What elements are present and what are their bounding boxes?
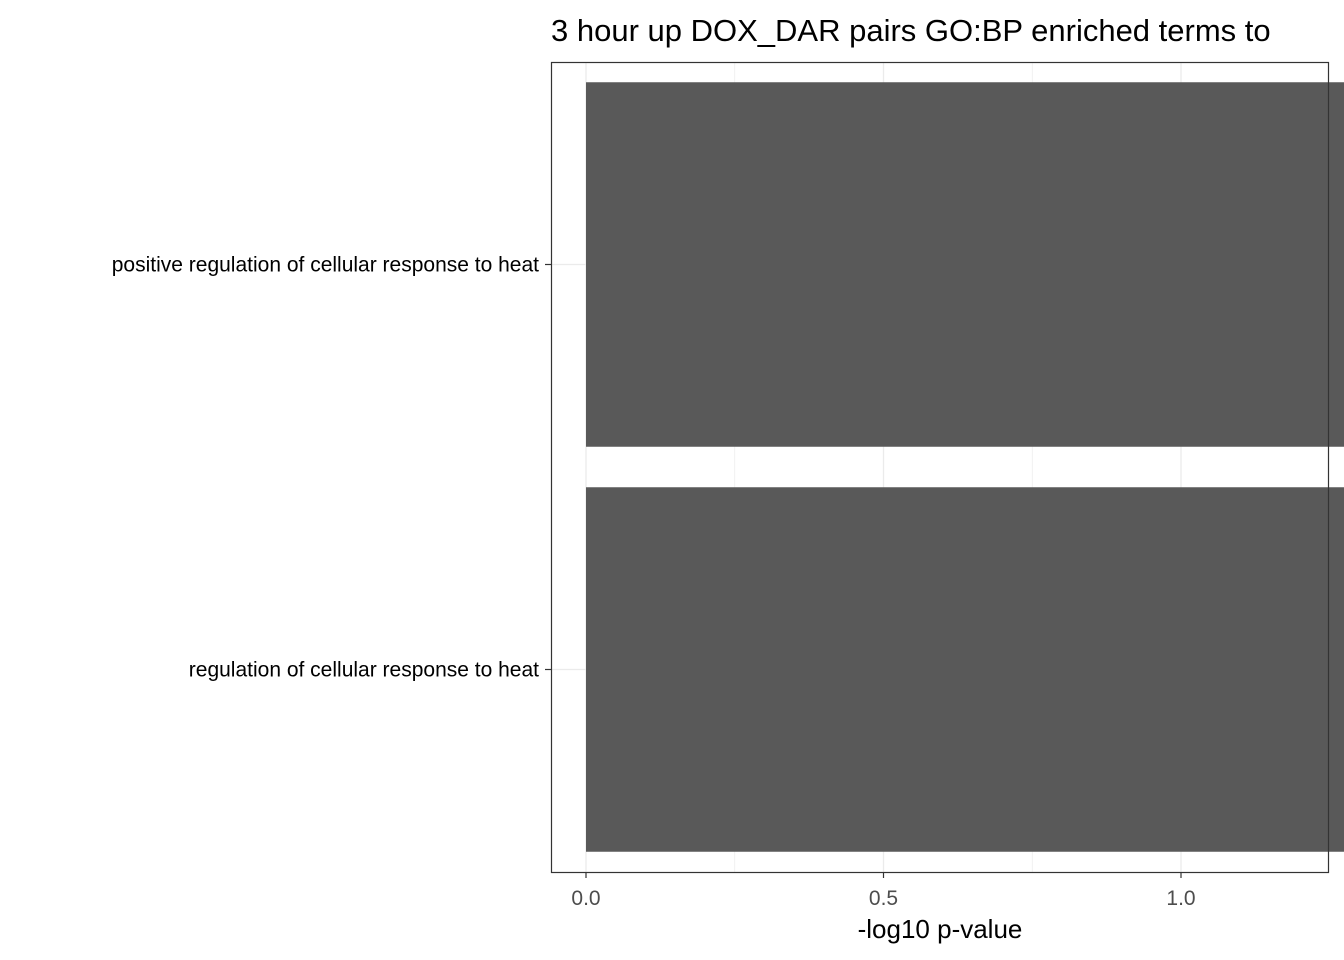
panel-border [550, 61, 1330, 874]
bars [586, 82, 1344, 852]
bar [586, 487, 1344, 852]
y-tick-label: regulation of cellular response to heat [189, 659, 539, 682]
y-tick-label: positive regulation of cellular response… [112, 254, 539, 277]
x-tick-label: 0.5 [869, 887, 898, 910]
chart-title: 3 hour up DOX_DAR pairs GO:BP enriched t… [551, 13, 1271, 48]
x-axis: 0.00.51.01.52.0 [571, 872, 1196, 910]
x-tick-label: 1.0 [1166, 887, 1195, 910]
bar [586, 82, 1344, 447]
x-tick-label: 0.0 [571, 887, 600, 910]
y-axis: positive regulation of cellular response… [112, 254, 551, 682]
x-axis-title: -log10 p-value [858, 914, 1023, 944]
